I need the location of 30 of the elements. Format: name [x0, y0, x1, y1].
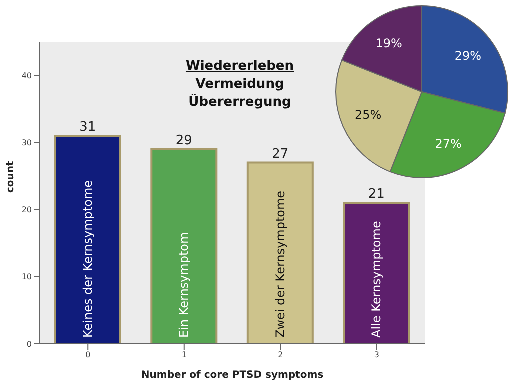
annotation: Zwei der Kernsymptome [273, 190, 288, 338]
data-label: 31 [80, 120, 96, 135]
data-label: 19% [376, 36, 402, 51]
data-label: 29 [176, 133, 192, 148]
data-label: 27 [272, 146, 289, 162]
bar [150, 148, 218, 344]
annotation: Wiedererleben [184, 58, 296, 76]
annotation: Alle Kernsymptome [370, 221, 384, 338]
data-label: 27% [435, 137, 462, 152]
annotation: Übererregung [188, 94, 292, 112]
x-tick-label: 0 [86, 350, 91, 360]
bar [343, 202, 410, 344]
x-tick-label: 3 [374, 350, 380, 360]
y-tick-label: 30 [22, 138, 32, 148]
y-axis-title: count [6, 160, 17, 193]
x-tick-label: 1 [182, 350, 187, 360]
data-label: 25% [354, 108, 382, 122]
bar [246, 162, 314, 344]
data-label: 21 [368, 187, 385, 202]
y-tick-label: 0 [26, 340, 32, 349]
data-label: 29% [454, 49, 482, 64]
x-tick-label: 2 [278, 350, 284, 360]
bar [54, 134, 122, 344]
annotation: Vermeidung [194, 76, 286, 94]
y-tick-label: 20 [22, 206, 32, 215]
y-tick-label: 40 [22, 71, 32, 80]
y-tick-label: 10 [22, 272, 32, 282]
annotation: Keines der Kernsymptome [80, 180, 95, 338]
x-axis-title: Number of core PTSD symptoms [141, 370, 324, 380]
annotation: Ein Kernsymptom [177, 232, 192, 338]
